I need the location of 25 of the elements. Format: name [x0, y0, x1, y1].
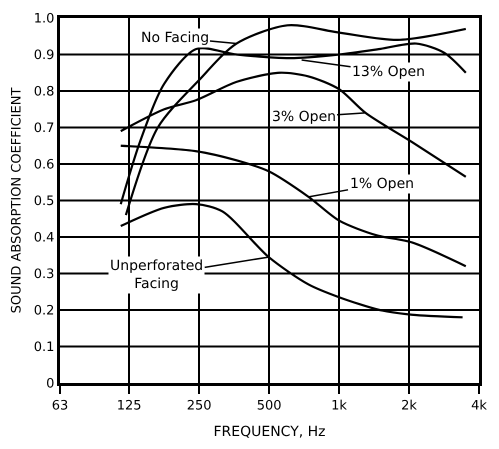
x-tick-label: 125: [116, 398, 142, 414]
x-tick-label: 250: [186, 398, 212, 414]
y-tick-label: 0.7: [34, 121, 54, 136]
y-tick-label: 0.6: [34, 158, 54, 173]
y-tick-label: 0.9: [34, 48, 54, 64]
y-tick-label: 0.5: [34, 194, 54, 210]
y-tick-label: 1.0: [34, 12, 54, 27]
y-tick-label: 0.3: [34, 267, 54, 282]
annotation: No Facing: [141, 30, 210, 46]
annotation: 3% Open: [272, 109, 336, 125]
y-tick-label: 0: [46, 376, 54, 392]
y-tick-label: 0.8: [34, 84, 54, 100]
x-tick-label: 1k: [331, 398, 348, 414]
y-tick-label: 0.1: [34, 340, 54, 356]
x-tick-label: 4k: [471, 398, 488, 414]
x-tick-label: 500: [256, 398, 282, 414]
y-axis-title: SOUND ABSORPTION COEFFICIENT: [10, 88, 25, 314]
annotation: 1% Open: [350, 176, 414, 192]
annotation: 13% Open: [352, 64, 425, 80]
annotation: Unperforated Facing: [110, 258, 204, 292]
x-tick-label: 2k: [401, 398, 418, 414]
y-tick-label: 0.4: [34, 230, 54, 246]
x-axis-title: FREQUENCY, Hz: [213, 424, 326, 440]
y-tick-label: 0.2: [34, 304, 54, 319]
x-tick-label: 63: [52, 398, 68, 414]
